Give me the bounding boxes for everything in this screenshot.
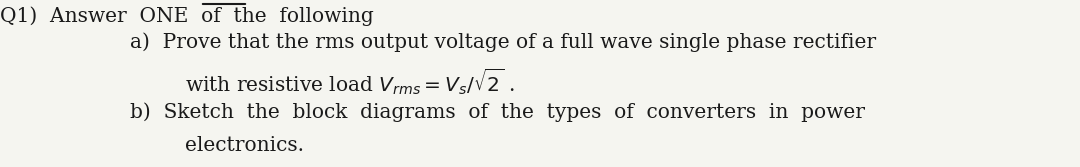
Text: a)  Prove that the rms output voltage of a full wave single phase rectifier: a) Prove that the rms output voltage of … bbox=[130, 32, 876, 52]
Text: b)  Sketch  the  block  diagrams  of  the  types  of  converters  in  power: b) Sketch the block diagrams of the type… bbox=[130, 102, 865, 122]
Text: Q1)  Answer  ONE  of  the  following: Q1) Answer ONE of the following bbox=[0, 6, 374, 26]
Text: with resistive load $V_{rms} = V_s/\sqrt{2}$ .: with resistive load $V_{rms} = V_s/\sqrt… bbox=[185, 66, 515, 97]
Text: electronics.: electronics. bbox=[185, 136, 303, 155]
